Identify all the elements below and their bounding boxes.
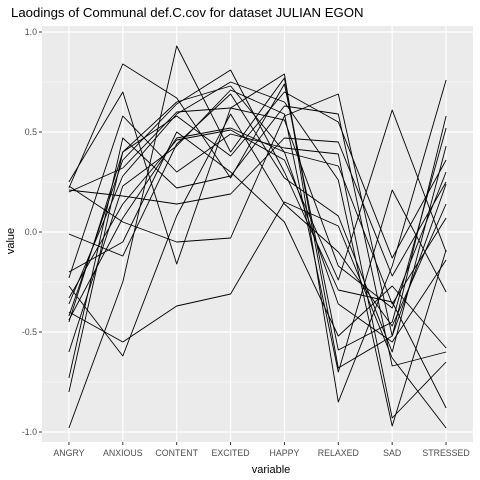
x-tick-label: CONTENT — [155, 448, 198, 458]
chart-title: Laodings of Communal def.C.cov for datas… — [11, 5, 364, 20]
series-line-18 — [68, 109, 447, 299]
series-line-12 — [68, 93, 447, 337]
y-tick-label: -0.5 — [22, 327, 37, 337]
x-axis-title: variable — [252, 464, 291, 476]
series-line-19 — [68, 127, 447, 321]
y-tick-label: 0.5 — [25, 127, 37, 137]
grid-minor — [42, 81, 473, 383]
y-axis-title: value — [5, 228, 17, 254]
x-tick-label: ANGRY — [53, 448, 84, 458]
series-lines — [68, 45, 447, 429]
series-line-1 — [68, 73, 447, 403]
series-line-11 — [68, 107, 447, 309]
series-line-10 — [68, 93, 447, 353]
series-line-8 — [68, 115, 447, 419]
x-tick-label: STRESSED — [422, 448, 469, 458]
series-line-2 — [68, 63, 447, 351]
y-tick-label: 0.0 — [25, 227, 37, 237]
x-tick-label: EXCITED — [211, 448, 249, 458]
series-line-13 — [68, 113, 447, 357]
series-line-3 — [68, 45, 447, 429]
series-line-17 — [68, 131, 447, 349]
series-line-15 — [68, 137, 447, 277]
series-line-14 — [68, 201, 447, 429]
y-tick-label: -1.0 — [22, 427, 37, 437]
x-tick-label: ANXIOUS — [103, 448, 143, 458]
x-tick-label: SAD — [383, 448, 401, 458]
x-tick-label: HAPPY — [270, 448, 300, 458]
y-tick-label: 1.0 — [25, 27, 37, 37]
series-line-9 — [68, 81, 447, 427]
series-line-5 — [68, 89, 447, 373]
y-axis: -1.0 -0.5 0.0 0.5 1.0 — [22, 27, 42, 437]
series-line-16 — [68, 91, 447, 323]
x-tick-label: RELAXED — [318, 448, 359, 458]
series-line-4 — [68, 69, 447, 409]
x-axis: ANGRY ANXIOUS CONTENT EXCITED HAPPY RELAXED SA… — [53, 442, 470, 458]
